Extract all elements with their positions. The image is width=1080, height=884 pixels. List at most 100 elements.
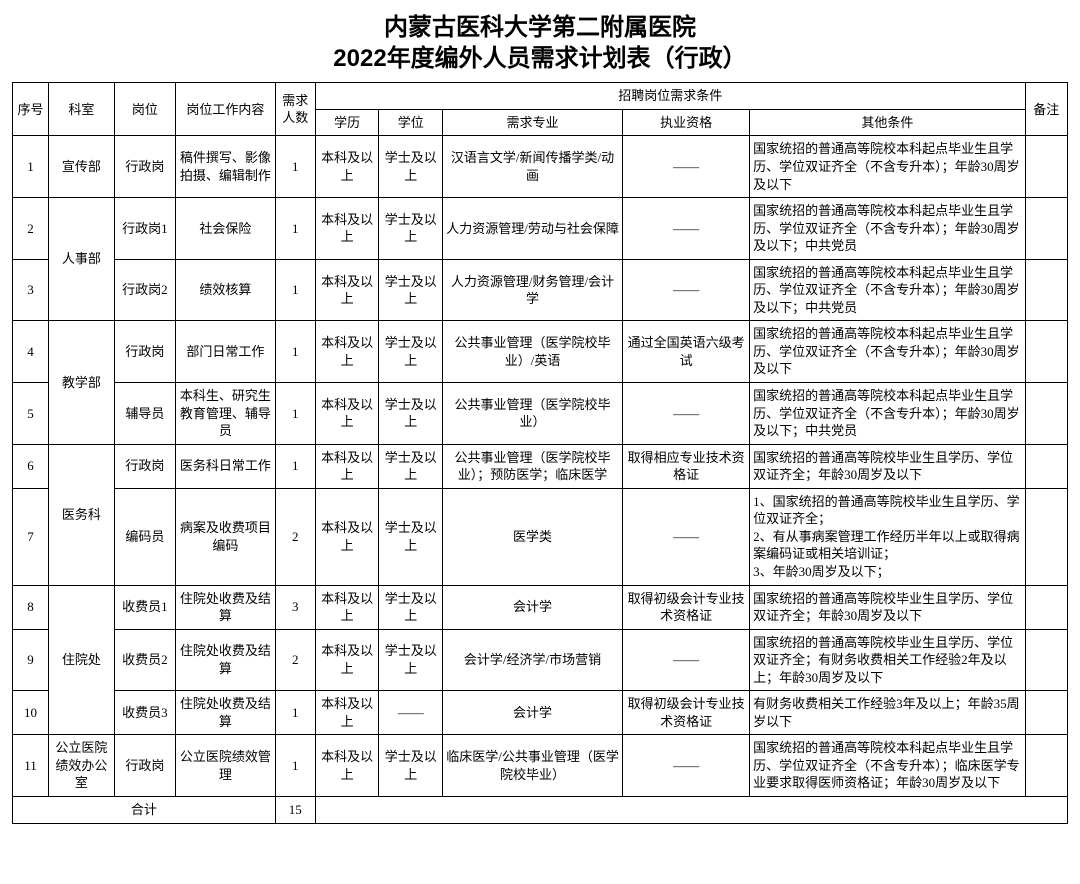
cell-major: 人力资源管理/劳动与社会保障 <box>443 198 623 260</box>
total-label: 合计 <box>13 796 276 823</box>
cell-major: 会计学/经济学/市场营销 <box>443 629 623 691</box>
cell-deg: 学士及以上 <box>379 735 443 797</box>
cell-major: 会计学 <box>443 585 623 629</box>
title-line-2: 2022年度编外人员需求计划表（行政） <box>12 43 1068 74</box>
cell-work: 住院处收费及结算 <box>176 691 276 735</box>
h-req-group: 招聘岗位需求条件 <box>315 83 1025 110</box>
cell-edu: 本科及以上 <box>315 444 379 488</box>
table-row: 11公立医院绩效办公室行政岗公立医院绩效管理1本科及以上学士及以上临床医学/公共… <box>13 735 1068 797</box>
cell-pos: 行政岗 <box>114 136 175 198</box>
cell-work: 绩效核算 <box>176 259 276 321</box>
cell-pos: 行政岗2 <box>114 259 175 321</box>
table-row: 5 辅导员本科生、研究生教育管理、辅导员1本科及以上学士及以上公共事业管理（医学院… <box>13 383 1068 445</box>
h-dept: 科室 <box>49 83 115 136</box>
cell-work: 部门日常工作 <box>176 321 276 383</box>
cell-dept: 教学部 <box>49 321 115 444</box>
cell-major: 会计学 <box>443 691 623 735</box>
cell-seq: 4 <box>13 321 49 383</box>
cell-deg: 学士及以上 <box>379 383 443 445</box>
cell-deg: 学士及以上 <box>379 585 443 629</box>
cell-edu: 本科及以上 <box>315 383 379 445</box>
cell-seq: 5 <box>13 383 49 445</box>
cell-note <box>1025 691 1067 735</box>
table-row: 9收费员2住院处收费及结算2本科及以上学士及以上会计学/经济学/市场营销——国家… <box>13 629 1068 691</box>
cell-seq: 8 <box>13 585 49 629</box>
cell-major: 医学类 <box>443 488 623 585</box>
cell-work: 社会保险 <box>176 198 276 260</box>
cell-deg: 学士及以上 <box>379 444 443 488</box>
h-note: 备注 <box>1025 83 1067 136</box>
cell-qual: 取得初级会计专业技术资格证 <box>623 691 750 735</box>
cell-other: 国家统招的普通高等院校本科起点毕业生且学历、学位双证齐全（不含专升本）；年龄30… <box>750 198 1025 260</box>
cell-note <box>1025 383 1067 445</box>
cell-qual: —— <box>623 259 750 321</box>
cell-work: 医务科日常工作 <box>176 444 276 488</box>
cell-num: 1 <box>275 259 315 321</box>
cell-seq: 10 <box>13 691 49 735</box>
cell-qual: —— <box>623 629 750 691</box>
cell-pos: 辅导员 <box>114 383 175 445</box>
cell-deg: —— <box>379 691 443 735</box>
cell-qual: —— <box>623 488 750 585</box>
cell-num: 1 <box>275 383 315 445</box>
table-row: 2人事部行政岗1社会保险1本科及以上学士及以上人力资源管理/劳动与社会保障——国… <box>13 198 1068 260</box>
table-row: 8住院处收费员1住院处收费及结算3本科及以上学士及以上会计学取得初级会计专业技术… <box>13 585 1068 629</box>
h-other: 其他条件 <box>750 109 1025 136</box>
cell-edu: 本科及以上 <box>315 259 379 321</box>
cell-qual: 通过全国英语六级考试 <box>623 321 750 383</box>
cell-edu: 本科及以上 <box>315 198 379 260</box>
h-pos: 岗位 <box>114 83 175 136</box>
cell-note <box>1025 321 1067 383</box>
cell-edu: 本科及以上 <box>315 585 379 629</box>
cell-major: 公共事业管理（医学院校毕业） <box>443 383 623 445</box>
cell-work: 公立医院绩效管理 <box>176 735 276 797</box>
cell-num: 2 <box>275 629 315 691</box>
h-degree: 学位 <box>379 109 443 136</box>
cell-work: 住院处收费及结算 <box>176 585 276 629</box>
h-qual: 执业资格 <box>623 109 750 136</box>
cell-edu: 本科及以上 <box>315 488 379 585</box>
cell-note <box>1025 585 1067 629</box>
cell-other: 国家统招的普通高等院校本科起点毕业生且学历、学位双证齐全（不含专升本）；年龄30… <box>750 136 1025 198</box>
cell-pos: 收费员2 <box>114 629 175 691</box>
cell-qual: —— <box>623 198 750 260</box>
cell-edu: 本科及以上 <box>315 629 379 691</box>
cell-pos: 行政岗 <box>114 735 175 797</box>
doc-title: 内蒙古医科大学第二附属医院 2022年度编外人员需求计划表（行政） <box>12 12 1068 74</box>
cell-qual: 取得初级会计专业技术资格证 <box>623 585 750 629</box>
table-row: 10收费员3住院处收费及结算1本科及以上——会计学取得初级会计专业技术资格证有财… <box>13 691 1068 735</box>
cell-pos: 行政岗 <box>114 321 175 383</box>
cell-work: 本科生、研究生教育管理、辅导员 <box>176 383 276 445</box>
cell-pos: 编码员 <box>114 488 175 585</box>
table-row: 6医务科行政岗医务科日常工作1本科及以上学士及以上公共事业管理（医学院校毕业）；… <box>13 444 1068 488</box>
cell-seq: 2 <box>13 198 49 260</box>
table-row: 3行政岗2绩效核算1本科及以上学士及以上人力资源管理/财务管理/会计学——国家统… <box>13 259 1068 321</box>
table-body: 1宣传部行政岗稿件撰写、影像拍摄、编辑制作1本科及以上学士及以上汉语言文学/新闻… <box>13 136 1068 797</box>
cell-qual: —— <box>623 735 750 797</box>
cell-edu: 本科及以上 <box>315 691 379 735</box>
table-head: 序号 科室 岗位 岗位工作内容 需求人数 招聘岗位需求条件 备注 学历 学位 需… <box>13 83 1068 136</box>
cell-pos: 收费员3 <box>114 691 175 735</box>
cell-seq: 3 <box>13 259 49 321</box>
cell-num: 1 <box>275 444 315 488</box>
cell-num: 1 <box>275 198 315 260</box>
plan-table: 序号 科室 岗位 岗位工作内容 需求人数 招聘岗位需求条件 备注 学历 学位 需… <box>12 82 1068 823</box>
cell-seq: 6 <box>13 444 49 488</box>
table-row: 4教学部行政岗部门日常工作1本科及以上学士及以上公共事业管理（医学院校毕业）/英… <box>13 321 1068 383</box>
cell-edu: 本科及以上 <box>315 735 379 797</box>
cell-num: 1 <box>275 735 315 797</box>
cell-seq: 9 <box>13 629 49 691</box>
cell-num: 1 <box>275 321 315 383</box>
cell-edu: 本科及以上 <box>315 136 379 198</box>
cell-major: 汉语言文学/新闻传播学类/动画 <box>443 136 623 198</box>
cell-seq: 11 <box>13 735 49 797</box>
h-num: 需求人数 <box>275 83 315 136</box>
cell-note <box>1025 444 1067 488</box>
cell-num: 3 <box>275 585 315 629</box>
cell-dept: 住院处 <box>49 585 115 735</box>
cell-note <box>1025 488 1067 585</box>
cell-major: 公共事业管理（医学院校毕业）/英语 <box>443 321 623 383</box>
cell-seq: 7 <box>13 488 49 585</box>
cell-other: 国家统招的普通高等院校本科起点毕业生且学历、学位双证齐全（不含专升本）；年龄30… <box>750 321 1025 383</box>
title-line-1: 内蒙古医科大学第二附属医院 <box>12 12 1068 43</box>
